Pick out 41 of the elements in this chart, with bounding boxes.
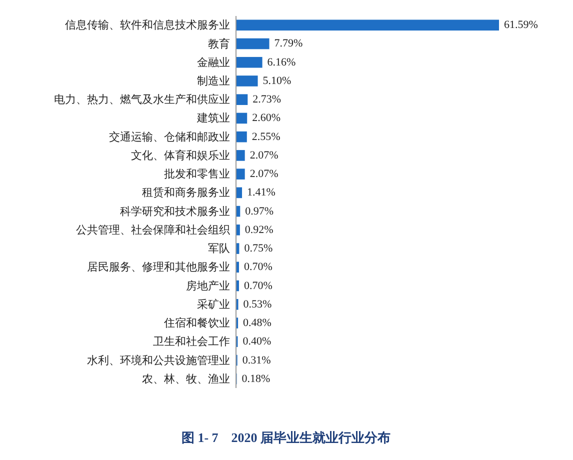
data-label: 2.55% [252, 130, 280, 143]
y-tick-label: 科学研究和技术服务业 [120, 204, 230, 218]
y-tick-label: 金融业 [197, 56, 230, 69]
y-tick-label: 制造业 [197, 74, 230, 88]
data-label: 0.18% [242, 372, 270, 385]
y-tick-label: 信息传输、软件和信息技术服务业 [65, 18, 230, 32]
data-label: 1.41% [247, 186, 276, 199]
y-tick-label: 教育 [208, 37, 230, 50]
y-tick-label: 军队 [208, 243, 230, 256]
y-tick-label: 电力、热力、燃气及水生产和供应业 [54, 93, 230, 106]
data-label: 0.97% [245, 205, 274, 218]
y-tick-label: 公共管理、社会保障和社会组织 [76, 223, 230, 236]
y-tick-label: 文化、体育和娱乐业 [131, 148, 230, 162]
y-tick-label: 农、林、牧、渔业 [142, 372, 230, 386]
data-label: 0.53% [243, 298, 272, 310]
text: 图 1- 7 2020 届毕业生就业行业分布 [181, 430, 391, 445]
data-label: 0.92% [244, 224, 274, 236]
data-label: 0.48% [243, 317, 272, 330]
y-tick-label: 采矿业 [197, 298, 230, 311]
data-label: 2.07% [250, 149, 278, 162]
data-label: 0.70% [244, 280, 272, 292]
data-label: 6.16% [267, 56, 296, 68]
y-tick-label: 水利、环境和公共设施管理业 [87, 354, 230, 367]
y-tick-label: 卫生和社会工作 [153, 335, 230, 348]
y-tick-label: 房地产业 [186, 279, 230, 292]
data-label: 61.59% [504, 19, 538, 32]
data-label: 7.79% [274, 38, 303, 50]
data-label: 5.10% [262, 74, 292, 87]
y-tick-label: 住宿和餐饮业 [164, 316, 230, 330]
data-label: 0.75% [244, 242, 273, 255]
data-label: 2.60% [252, 112, 281, 124]
y-tick-label: 批发和零售业 [164, 168, 230, 181]
data-label: 0.70% [244, 261, 272, 274]
y-tick-label: 租赁和商务服务业 [142, 186, 230, 200]
data-label: 2.07% [250, 168, 278, 180]
y-tick-label: 建筑业 [196, 112, 230, 125]
y-tick-label: 居民服务、修理和其他服务业 [87, 260, 230, 274]
y-tick-label: 交通运输、仓储和邮政业 [109, 130, 230, 144]
data-label: 0.31% [242, 354, 271, 366]
data-label: 0.40% [242, 336, 272, 348]
data-label: 2.73% [252, 94, 282, 106]
